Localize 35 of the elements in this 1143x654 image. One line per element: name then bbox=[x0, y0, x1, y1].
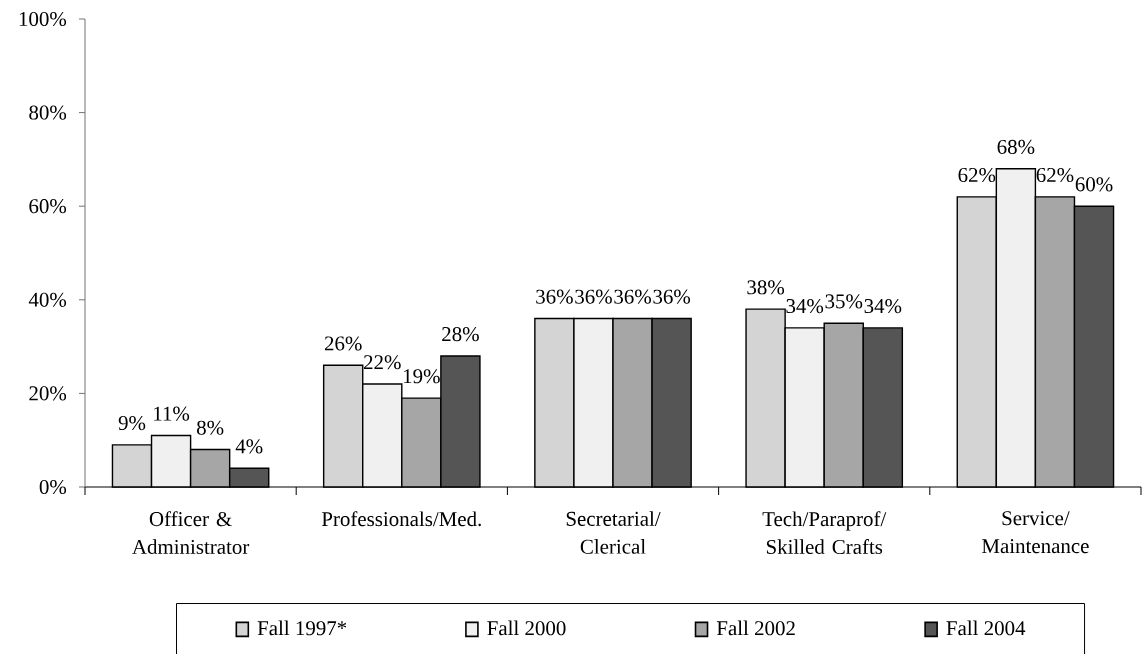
x-tick-label: Service/ Maintenance bbox=[981, 511, 1089, 554]
legend-label: Fall 2000 bbox=[487, 620, 566, 636]
y-tick-label: 100% bbox=[19, 11, 67, 27]
data-label: 8% bbox=[196, 420, 224, 435]
data-label: 34% bbox=[864, 298, 902, 314]
legend-label: Fall 1997* bbox=[257, 620, 347, 636]
data-label: 35% bbox=[825, 294, 863, 309]
y-tick-label: 0% bbox=[39, 479, 67, 495]
data-label: 22% bbox=[364, 355, 401, 370]
data-label: 9% bbox=[118, 415, 146, 431]
x-tick-label: Secretarial/ Clerical bbox=[566, 511, 661, 554]
data-label: 60% bbox=[1075, 177, 1113, 192]
y-tick-label: 20% bbox=[29, 386, 67, 401]
data-label: 38% bbox=[747, 280, 785, 295]
y-tick-label: 80% bbox=[29, 105, 67, 120]
data-label: 19% bbox=[404, 369, 440, 384]
x-tick-label: Officer & Administrator bbox=[132, 511, 250, 555]
data-label: 26% bbox=[324, 336, 362, 351]
data-label: 68% bbox=[997, 139, 1035, 155]
data-label: 11% bbox=[154, 406, 190, 421]
data-label: 34% bbox=[786, 298, 824, 314]
legend-label: Fall 2004 bbox=[946, 620, 1026, 636]
data-label: 28% bbox=[442, 327, 479, 342]
data-label: 62% bbox=[958, 167, 996, 183]
legend-label: Fall 2002 bbox=[716, 620, 795, 636]
data-label: 62% bbox=[1036, 167, 1074, 183]
x-tick-label: Tech/Paraprof/ Skilled Crafts bbox=[762, 511, 887, 555]
y-tick-label: 60% bbox=[29, 199, 67, 214]
data-label: 36% bbox=[575, 289, 612, 304]
data-label: 4% bbox=[235, 439, 263, 454]
data-label: 36% bbox=[653, 289, 691, 304]
data-label: 36% bbox=[536, 289, 573, 304]
y-tick-label: 40% bbox=[28, 292, 67, 307]
data-label: 36% bbox=[614, 289, 652, 304]
x-tick-label: Professionals/Med. bbox=[321, 511, 481, 527]
